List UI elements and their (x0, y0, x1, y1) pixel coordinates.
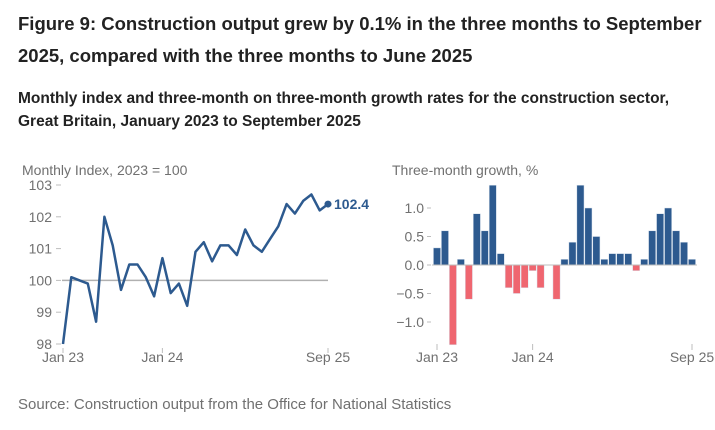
bar (433, 247, 441, 266)
y-tick-label: 98 (36, 336, 52, 352)
bar (616, 253, 625, 266)
y-tick-label: 0.5 (405, 229, 425, 245)
line-chart-y-label: Monthly Index, 2023 = 100 (22, 162, 188, 178)
bar (480, 230, 489, 266)
bar (560, 259, 569, 266)
bar (640, 259, 649, 266)
bar (576, 184, 585, 266)
y-tick-label: 99 (36, 304, 52, 320)
bar (496, 253, 505, 266)
end-value-label: 102.4 (334, 196, 369, 212)
bar (624, 253, 633, 266)
bar (600, 259, 609, 266)
bar (536, 264, 545, 289)
bar (552, 264, 561, 300)
bar (648, 230, 656, 266)
bar (688, 259, 696, 266)
bar (441, 230, 449, 266)
y-tick-label: −1.0 (396, 314, 424, 330)
bar (488, 184, 497, 266)
bar (465, 264, 473, 300)
bar (632, 264, 641, 271)
y-tick-label: 1.0 (405, 200, 425, 216)
monthly-index-line-chart: Monthly Index, 2023 = 100 98 99 100 101 102 1… (22, 162, 369, 365)
y-tick-label: 103 (29, 177, 53, 193)
three-month-growth-bar-chart: Three-month growth, % −1.0 −0.5 0.0 0.5 1.0 J… (392, 162, 714, 365)
figure-subtitle: Monthly index and three-month on three-m… (18, 90, 670, 130)
bar (512, 264, 521, 294)
source-note: Source: Construction output from the Off… (18, 396, 452, 413)
y-tick-label: 100 (29, 272, 53, 288)
last-point-marker (324, 200, 332, 208)
bar (608, 253, 617, 266)
bar (528, 264, 537, 271)
y-tick-label: 102 (29, 209, 53, 225)
bar-chart-y-label: Three-month growth, % (392, 162, 538, 178)
bar (568, 241, 577, 266)
x-tick-label: Sep 25 (670, 349, 715, 365)
bar (473, 213, 481, 266)
bar (672, 230, 680, 266)
bar (520, 264, 529, 289)
x-tick-label: Jan 24 (512, 349, 554, 365)
index-line (61, 193, 329, 345)
bar (664, 207, 672, 266)
bar (656, 213, 664, 266)
bar (592, 236, 601, 266)
figure-title: Figure 9: Construction output grew by 0.… (18, 13, 702, 66)
x-tick-label: Jan 23 (416, 349, 458, 365)
bar (449, 264, 457, 346)
bar (457, 259, 465, 266)
bar (680, 241, 688, 266)
y-tick-label: −0.5 (396, 286, 424, 302)
x-tick-label: Jan 24 (141, 349, 183, 365)
bar (584, 207, 593, 266)
y-tick-label: 0.0 (405, 257, 425, 273)
x-tick-label: Sep 25 (306, 349, 351, 365)
y-tick-label: 101 (29, 241, 53, 257)
bar (504, 264, 513, 289)
x-tick-label: Jan 23 (42, 349, 84, 365)
